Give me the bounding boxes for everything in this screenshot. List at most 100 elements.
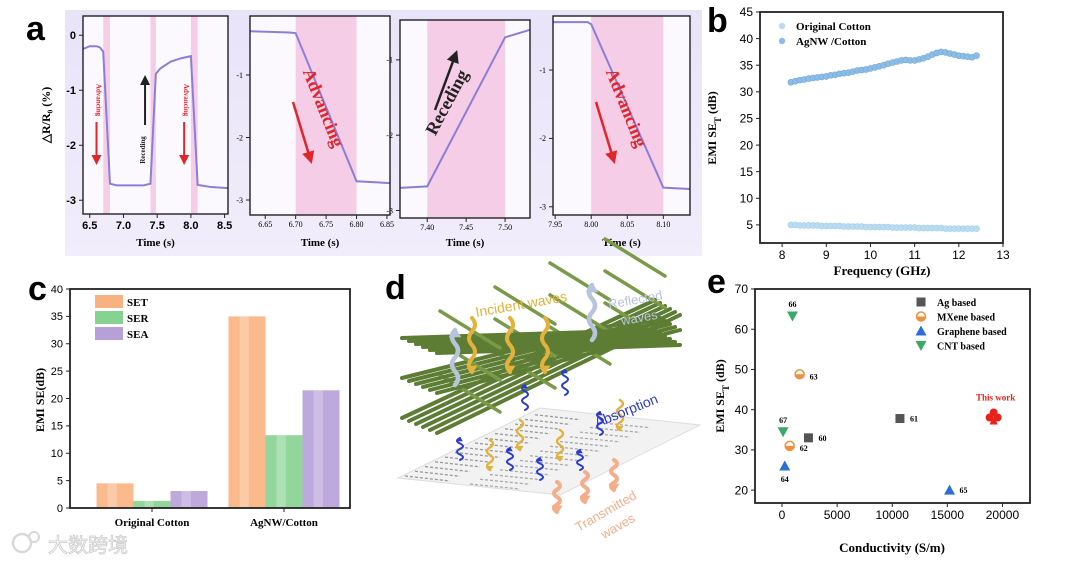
transmitted-wave-arrow-icon bbox=[551, 480, 563, 515]
series-agnw-cotton bbox=[787, 48, 980, 86]
x-axis-label: Frequency (GHz) bbox=[834, 263, 931, 278]
this-work-club-icon bbox=[985, 408, 1002, 425]
y-tick-label: -1 bbox=[236, 71, 243, 80]
arrow-head bbox=[577, 448, 583, 454]
x-tick-label: 8.5 bbox=[217, 220, 232, 232]
point-label: 62 bbox=[800, 444, 808, 453]
triangle-down-marker bbox=[777, 427, 789, 438]
data-line bbox=[249, 30, 391, 185]
axes-frame bbox=[759, 11, 1004, 244]
nanowire-rod bbox=[421, 337, 672, 349]
half-circle-marker bbox=[794, 369, 805, 380]
wave-path bbox=[506, 447, 514, 471]
legend-label: SET bbox=[127, 297, 148, 309]
arrow-head bbox=[551, 505, 563, 515]
series-set bbox=[96, 316, 266, 508]
arrow-down-icon bbox=[291, 101, 315, 164]
legend-label: Original Cotton bbox=[796, 21, 871, 33]
half-circle-marker bbox=[784, 440, 795, 452]
marker-fill bbox=[916, 316, 926, 321]
fabric-sheet bbox=[396, 407, 702, 496]
series-ag-based: 60 61 bbox=[803, 414, 918, 443]
wave-path bbox=[467, 316, 477, 374]
point-label: 67 bbox=[779, 416, 787, 425]
arrow-down-icon bbox=[594, 101, 618, 164]
legend-label: Ag based bbox=[937, 298, 977, 309]
incident-wave-arrow-icon bbox=[466, 316, 478, 375]
this-work-label: This work bbox=[976, 393, 1015, 403]
axes-frame bbox=[249, 15, 391, 216]
panel-label-a: a bbox=[26, 10, 46, 48]
square-marker bbox=[803, 433, 813, 443]
data-line bbox=[399, 28, 531, 189]
series-graphene-based: 64 65 bbox=[779, 460, 968, 495]
fabric-thread bbox=[404, 475, 451, 482]
y-tick-label: -3 bbox=[386, 206, 393, 215]
x-tick-label: 8 bbox=[779, 248, 786, 262]
panel-b: 8 9 10 11 12 13 5 10 15 20 25 30 35 40 45 Original Cott… bbox=[705, 5, 1010, 278]
arrow-head bbox=[608, 483, 620, 493]
legend-label: Graphene based bbox=[937, 327, 1007, 338]
arrow-head bbox=[448, 327, 462, 338]
wave-path bbox=[485, 438, 495, 472]
fabric-thread bbox=[569, 436, 621, 443]
legend-swatch bbox=[95, 295, 123, 308]
bar-highlight bbox=[239, 316, 249, 508]
y-tick-label: 30 bbox=[735, 443, 749, 457]
absorbed-wave-arrow-icon bbox=[506, 446, 514, 471]
y-tick-label: -1 bbox=[386, 56, 393, 65]
y-axis-label: △R/R₀ (%) bbox=[39, 87, 53, 144]
y-tick-label: 50 bbox=[735, 363, 749, 377]
nanowire-cross-rod bbox=[603, 237, 667, 278]
y-tick-label: 70 bbox=[735, 282, 749, 296]
series-mxene-based: 62 63 bbox=[784, 369, 818, 453]
wave-path bbox=[456, 437, 464, 461]
y-tick-label: 20 bbox=[735, 483, 749, 497]
wave-path bbox=[540, 316, 550, 374]
bar bbox=[96, 483, 134, 508]
triangle-up-marker bbox=[779, 460, 791, 471]
y-axis-label-part: T bbox=[713, 117, 723, 123]
absorbed-wave-arrow-icon bbox=[456, 436, 464, 461]
x-tick-label: 7.45 bbox=[459, 223, 473, 232]
y-tick-label: 15 bbox=[740, 165, 754, 179]
fabric-thread bbox=[494, 432, 541, 440]
nanowire-cross-rod bbox=[548, 293, 612, 334]
point-label: 66 bbox=[788, 300, 796, 309]
bar bbox=[170, 491, 208, 508]
club-lobe bbox=[985, 413, 994, 422]
fabric-thread bbox=[589, 426, 641, 434]
y-tick-label: 5 bbox=[57, 475, 63, 487]
y-tick-label: 5 bbox=[746, 218, 753, 232]
incident-waves-label: Incident waves bbox=[474, 288, 568, 320]
x-tick-label: 6.75 bbox=[319, 220, 333, 229]
y-axis-label: EMI SET (dB) bbox=[705, 91, 723, 164]
panel-d-diagram: Incident waves ReflectedwavesAbsorptionTr… bbox=[396, 237, 702, 542]
x-axis-label: Time (s) bbox=[446, 237, 485, 249]
fabric-thread bbox=[424, 465, 471, 473]
nanowire-cross-rod bbox=[548, 261, 612, 302]
nanowire-rod bbox=[435, 343, 682, 355]
fabric-thread bbox=[529, 455, 581, 462]
point-label: 60 bbox=[818, 434, 826, 443]
x-tick-label: 6.70 bbox=[289, 220, 303, 229]
x-tick-label: 10000 bbox=[876, 508, 910, 522]
wave-path bbox=[576, 449, 584, 471]
x-tick-label: 11 bbox=[908, 248, 921, 262]
x-axis-label: Time (s) bbox=[301, 237, 340, 249]
fabric-thread bbox=[444, 456, 491, 463]
fabric-thread bbox=[504, 428, 551, 435]
triangle-down-marker bbox=[915, 341, 927, 351]
legend-label: AgNW /Cotton bbox=[796, 36, 866, 48]
panel-label-d: d bbox=[385, 269, 406, 307]
triangle-up-marker bbox=[915, 325, 927, 336]
fabric-thread bbox=[469, 483, 521, 490]
wave-path bbox=[615, 398, 625, 432]
x-axis-label: Time (s) bbox=[602, 237, 641, 249]
fabric-thread bbox=[534, 414, 581, 421]
triangle-down-marker bbox=[786, 311, 798, 322]
half-circle-marker bbox=[915, 311, 927, 322]
y-axis-label: EMI SET (dB) bbox=[713, 359, 731, 432]
arrow-head bbox=[516, 446, 524, 452]
